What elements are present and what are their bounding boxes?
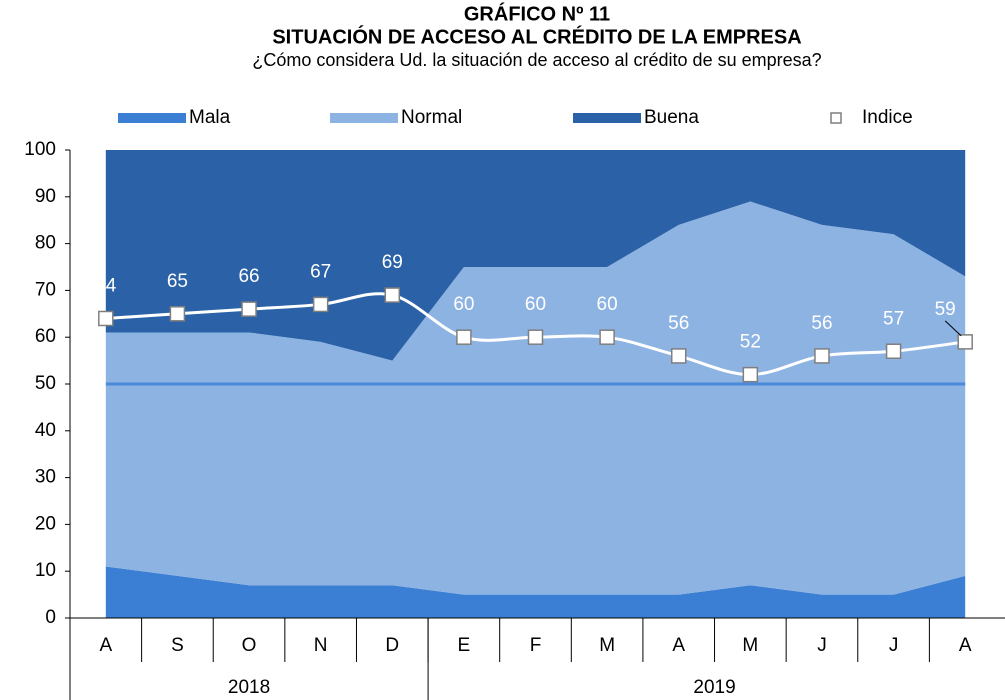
index-marker xyxy=(456,329,472,345)
legend-label: Mala xyxy=(189,107,231,128)
index-marker xyxy=(98,310,114,327)
chart-subtitle: SITUACIÓN DE ACCESO AL CRÉDITO DE LA EMP… xyxy=(272,24,801,48)
x-tick-label: A xyxy=(959,635,972,656)
index-marker xyxy=(312,296,329,313)
legend-swatch xyxy=(573,113,641,123)
data-label: 57 xyxy=(883,308,904,329)
data-label: 59 xyxy=(935,299,956,320)
data-label: 60 xyxy=(525,294,546,315)
y-tick-label: 50 xyxy=(35,373,56,394)
y-tick-label: 70 xyxy=(35,279,56,300)
index-marker xyxy=(241,301,257,317)
x-tick-label: N xyxy=(314,635,328,656)
legend-label: Buena xyxy=(644,107,699,128)
group-label: 2019 xyxy=(693,677,735,698)
data-label: 60 xyxy=(453,294,474,315)
y-tick-label: 80 xyxy=(35,233,56,254)
data-label: 67 xyxy=(310,261,331,282)
y-tick-label: 10 xyxy=(35,560,56,581)
y-tick-label: 90 xyxy=(35,186,56,207)
data-label: 65 xyxy=(167,271,188,292)
x-tick-label: A xyxy=(672,635,685,656)
y-tick-label: 20 xyxy=(35,513,56,534)
x-tick-label: D xyxy=(385,635,399,656)
x-tick-label: O xyxy=(242,635,257,656)
index-marker xyxy=(742,366,759,383)
data-label: 69 xyxy=(382,252,403,273)
index-marker xyxy=(384,287,401,303)
x-tick-label: J xyxy=(817,635,827,656)
index-marker xyxy=(599,329,615,345)
y-tick-label: 60 xyxy=(35,326,56,347)
legend-label: Normal xyxy=(401,107,462,128)
index-marker xyxy=(670,348,687,364)
x-tick-label: S xyxy=(171,635,184,656)
x-tick-label: J xyxy=(889,635,899,656)
index-marker xyxy=(885,343,902,359)
legend-swatch xyxy=(118,113,186,123)
chart-question: ¿Cómo considera Ud. la situación de acce… xyxy=(252,50,821,70)
legend-swatch xyxy=(330,113,398,123)
data-label: 56 xyxy=(811,313,832,334)
index-marker xyxy=(957,334,973,350)
index-marker xyxy=(814,348,830,364)
y-tick-label: 30 xyxy=(35,467,56,488)
index-marker xyxy=(169,306,186,322)
data-label: 64 xyxy=(95,275,117,296)
x-tick-label: E xyxy=(458,635,471,656)
x-tick-label: A xyxy=(99,635,112,656)
data-label: 52 xyxy=(740,332,761,353)
y-tick-label: 100 xyxy=(24,139,56,160)
x-tick-label: M xyxy=(742,635,758,656)
data-label: 56 xyxy=(668,313,689,334)
y-tick-label: 40 xyxy=(35,420,56,441)
data-label: 66 xyxy=(238,266,259,287)
x-tick-label: M xyxy=(599,635,615,656)
x-tick-label: F xyxy=(530,635,542,656)
legend-marker xyxy=(830,112,842,124)
legend-label: Indice xyxy=(862,107,913,128)
leader-line xyxy=(944,320,962,337)
index-marker xyxy=(527,329,544,345)
y-tick-label: 0 xyxy=(45,607,56,628)
area xyxy=(105,201,966,595)
area xyxy=(105,566,966,618)
data-label: 60 xyxy=(597,294,618,315)
chart-title: GRÁFICO Nº 11 xyxy=(464,2,610,25)
group-label: 2018 xyxy=(228,677,270,698)
